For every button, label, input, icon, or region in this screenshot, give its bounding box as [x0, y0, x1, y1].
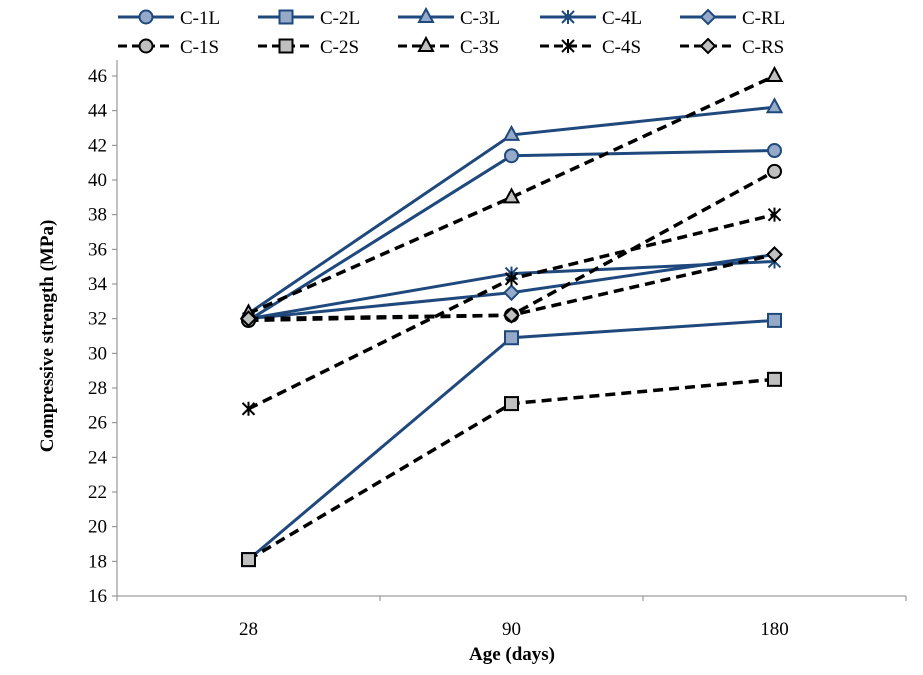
y-tick-label: 46 — [88, 66, 107, 87]
diamond-marker — [699, 8, 717, 26]
legend-item-c-2s: C-2S — [258, 37, 359, 58]
y-tick-label: 38 — [88, 205, 107, 226]
series-c-2l — [241, 312, 782, 568]
triangle-marker — [765, 97, 784, 114]
legend-label: C-RL — [742, 8, 785, 29]
y-tick-label: 28 — [88, 378, 107, 399]
series-c-2s — [241, 371, 782, 568]
x-tick-label: 180 — [760, 619, 789, 640]
star-marker — [767, 207, 782, 222]
diamond-marker — [503, 306, 520, 324]
triangle-marker — [502, 187, 521, 204]
diamond-marker — [503, 284, 520, 302]
legend-label: C-1S — [180, 37, 219, 58]
y-axis-label: Compressive strength (MPa) — [37, 220, 58, 453]
y-tick-label: 30 — [88, 343, 107, 364]
square-marker — [767, 371, 782, 387]
diamond-marker — [699, 37, 717, 55]
y-tick-label: 24 — [88, 447, 108, 468]
square-marker — [278, 38, 294, 54]
legend-item-c-1l: C-1L — [118, 8, 220, 29]
legend-item-c-3l: C-3L — [398, 6, 500, 29]
axes: 16 18 20 22 24 26 28 30 32 34 36 38 40 42 44 46 28 90 180 — [88, 60, 907, 640]
star-marker — [504, 271, 519, 286]
y-tick-label: 32 — [88, 309, 107, 330]
square-marker — [504, 396, 519, 412]
legend-label: C-3L — [460, 8, 500, 29]
triangle-marker — [417, 6, 435, 23]
legend-item-c-4l: C-4L — [540, 8, 642, 29]
circle-marker — [138, 38, 154, 54]
y-tick-label: 40 — [88, 170, 107, 191]
star-marker — [561, 10, 575, 24]
y-tick-label: 42 — [88, 135, 107, 156]
circle-marker — [504, 148, 519, 164]
square-marker — [241, 552, 256, 568]
circle-marker — [767, 143, 782, 159]
star-marker — [241, 401, 256, 416]
y-tick-label: 16 — [88, 586, 107, 607]
diamond-marker — [240, 310, 257, 328]
y-tick-label: 26 — [88, 413, 107, 434]
legend-label: C-3S — [460, 37, 499, 58]
legend-item-c-rs: C-RS — [680, 37, 784, 58]
y-tick-label: 20 — [88, 517, 107, 538]
circle-marker — [138, 9, 154, 25]
square-marker — [504, 330, 519, 346]
legend-label: C-4L — [602, 8, 642, 29]
series-c-rs — [240, 246, 783, 328]
legend-item-c-rl: C-RL — [680, 8, 785, 29]
legend-item-c-3s: C-3S — [398, 35, 499, 58]
diamond-marker — [766, 246, 783, 263]
series-line — [247, 318, 775, 561]
y-tick-label: 18 — [88, 551, 107, 572]
y-tick-label: 34 — [88, 274, 108, 295]
legend-item-c-4s: C-4S — [540, 37, 641, 58]
y-tick-label: 22 — [88, 482, 107, 503]
triangle-marker — [417, 35, 435, 52]
legend: C-1L C-2L C-3L C-4L C-RL C-1S C-2S C-3S C-4S C-RS — [118, 6, 785, 58]
x-tick-label: 28 — [239, 619, 258, 640]
series-layer — [239, 65, 784, 568]
legend-label: C-1L — [180, 8, 220, 29]
circle-marker — [767, 163, 782, 179]
legend-item-c-2l: C-2L — [258, 8, 360, 29]
legend-item-c-1s: C-1S — [118, 37, 219, 58]
legend-label: C-2S — [320, 37, 359, 58]
triangle-marker — [765, 65, 784, 82]
y-tick-label: 36 — [88, 239, 107, 260]
star-marker — [561, 39, 575, 53]
square-marker — [767, 312, 782, 328]
x-tick-label: 90 — [502, 619, 521, 640]
x-axis-label: Age (days) — [469, 644, 555, 665]
series-line — [247, 74, 776, 316]
legend-label: C-RS — [742, 37, 784, 58]
legend-label: C-2L — [320, 8, 360, 29]
legend-label: C-4S — [602, 37, 641, 58]
y-tick-label: 44 — [88, 101, 108, 122]
triangle-marker — [502, 124, 521, 141]
series-c-4s — [241, 207, 782, 416]
square-marker — [278, 9, 294, 25]
